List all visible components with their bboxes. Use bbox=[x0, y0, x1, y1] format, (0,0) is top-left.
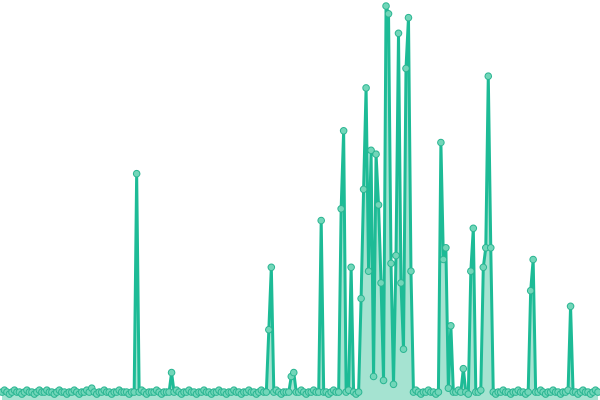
data-point bbox=[317, 216, 325, 225]
data-point bbox=[447, 322, 455, 330]
data-point bbox=[484, 72, 493, 80]
data-point bbox=[476, 386, 485, 394]
data-point bbox=[479, 263, 488, 272]
data-point bbox=[337, 205, 345, 213]
data-point bbox=[132, 169, 141, 178]
data-point bbox=[392, 251, 400, 260]
data-point bbox=[486, 244, 495, 252]
data-point bbox=[284, 388, 293, 396]
data-point bbox=[442, 244, 450, 252]
data-point bbox=[397, 279, 405, 287]
data-point bbox=[289, 368, 298, 377]
series-line bbox=[1, 4, 599, 396]
data-point bbox=[464, 390, 473, 398]
data-point bbox=[382, 2, 390, 10]
data-point bbox=[444, 384, 453, 393]
data-point bbox=[467, 267, 475, 276]
data-point bbox=[439, 255, 448, 264]
data-point bbox=[524, 388, 532, 396]
data-point bbox=[566, 302, 575, 311]
data-point bbox=[265, 325, 273, 334]
data-point bbox=[357, 294, 365, 303]
data-point bbox=[339, 127, 348, 135]
data-point bbox=[369, 372, 378, 381]
data-point bbox=[359, 185, 368, 194]
data-point bbox=[267, 263, 276, 272]
data-point bbox=[347, 263, 355, 272]
data-point bbox=[354, 388, 363, 396]
area-fill bbox=[2, 6, 598, 400]
data-point bbox=[374, 201, 383, 209]
data-point bbox=[394, 29, 403, 38]
data-point bbox=[372, 150, 380, 158]
data-point bbox=[434, 388, 443, 396]
data-point bbox=[469, 224, 478, 233]
data-point bbox=[379, 376, 388, 385]
data-point bbox=[334, 388, 343, 396]
data-point bbox=[362, 84, 370, 92]
data-point bbox=[384, 10, 393, 18]
data-point bbox=[262, 388, 271, 396]
data-point bbox=[437, 138, 445, 147]
data-point bbox=[167, 368, 176, 377]
data-point bbox=[526, 286, 535, 295]
data-point bbox=[594, 388, 600, 396]
data-point bbox=[399, 345, 408, 354]
data-point bbox=[389, 380, 398, 389]
data-point bbox=[459, 364, 468, 373]
data-point bbox=[387, 259, 395, 268]
data-point bbox=[402, 64, 410, 73]
data-point bbox=[529, 255, 537, 264]
data-point bbox=[377, 279, 385, 287]
data-point bbox=[407, 267, 415, 276]
data-point bbox=[404, 13, 413, 22]
data-point bbox=[364, 267, 373, 276]
data-point bbox=[367, 146, 375, 155]
